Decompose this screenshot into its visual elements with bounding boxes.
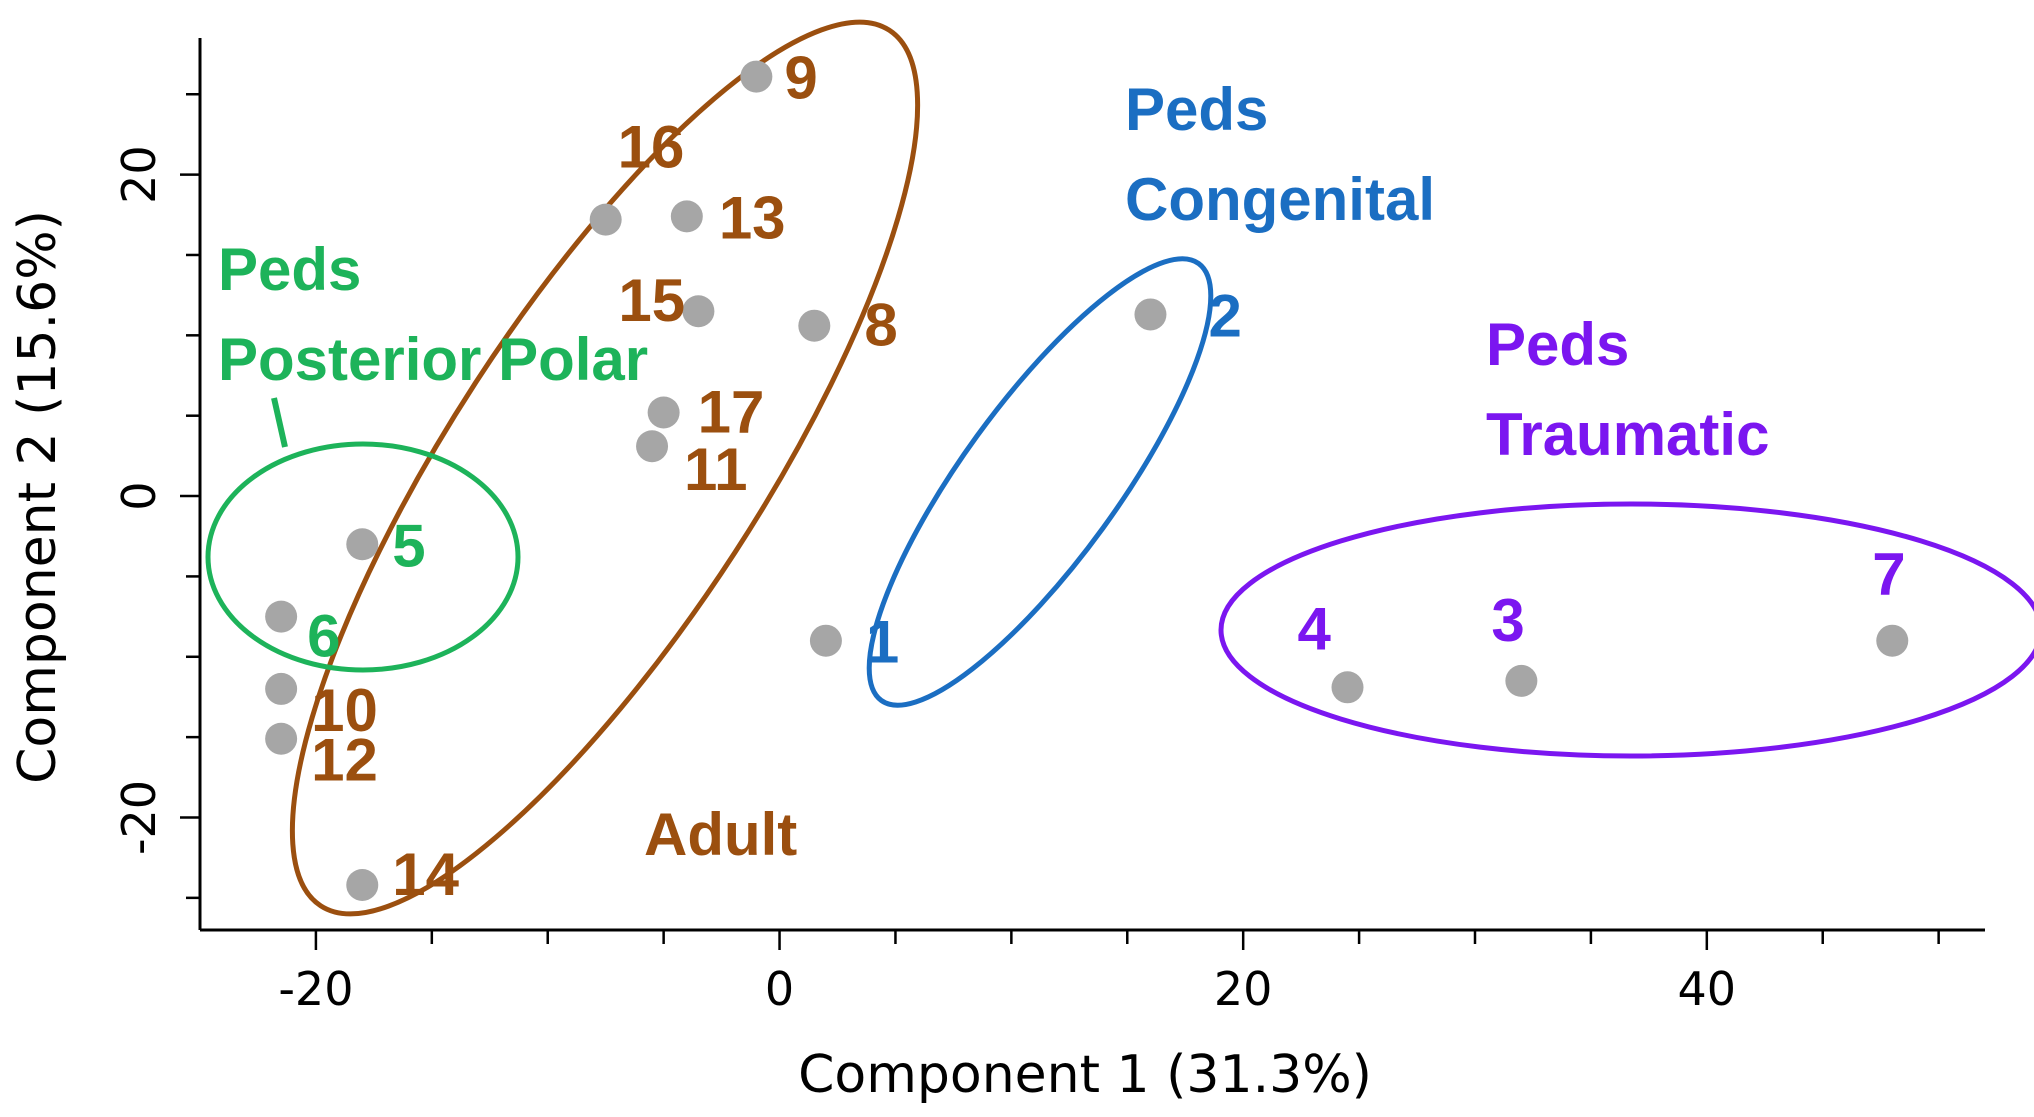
y-tick-label: 20 [112,145,166,204]
x-tick-label: 20 [1214,962,1273,1016]
point-label-8: 8 [864,292,897,359]
data-point-3 [1505,664,1538,697]
data-point-4 [1331,671,1364,704]
data-point-8 [798,309,831,342]
peds-posterior-polar-cluster-ellipse [205,441,521,673]
point-label-11: 11 [684,436,747,503]
data-point-11 [636,430,669,463]
x-tick-label: 40 [1678,962,1737,1016]
data-point-5 [346,528,379,561]
adult-cluster-ellipse [289,19,921,917]
x-tick-label: 0 [765,962,794,1016]
group-label-line: Peds [1486,311,1629,378]
group-label-line: Congenital [1125,166,1435,233]
axes: -20 0 20 40 -20 0 20 [112,38,1985,1016]
group-label-line: Peds [218,236,361,303]
point-label-4: 4 [1298,595,1332,662]
point-label-13: 13 [719,184,786,251]
point-label-14: 14 [392,841,459,908]
data-point-17 [647,396,680,429]
data-point-9 [740,60,773,93]
point-label-9: 9 [784,45,817,112]
x-tick-label: -20 [278,962,353,1016]
group-label-peds-traumatic: Peds Traumatic [1486,311,1769,468]
y-tick-labels: -20 0 20 [112,145,166,855]
y-tick-label: 0 [112,481,166,510]
group-label-line: Posterior Polar [218,326,648,393]
point-label-2: 2 [1208,282,1241,349]
point-label-1: 1 [866,609,899,676]
point-label-12: 12 [311,727,378,794]
data-point-16 [589,203,622,236]
point-label-15: 15 [618,267,685,334]
data-point-15 [682,295,715,328]
point-label-17: 17 [698,378,765,445]
point-label-3: 3 [1491,587,1524,654]
data-points [265,60,1909,901]
point-label-5: 5 [392,512,425,579]
data-point-2 [1134,298,1167,331]
peds-traumatic-cluster-ellipse [1218,501,2034,759]
cluster-outlines [205,19,2034,917]
point-label-7: 7 [1872,541,1905,608]
data-point-6 [265,600,298,633]
y-minor-ticks [180,93,200,900]
y-axis-title: Component 2 (15.6%) [8,210,68,784]
data-point-1 [809,624,842,657]
x-tick-labels: -20 0 20 40 [278,962,1736,1016]
data-point-12 [265,722,298,755]
point-label-16: 16 [618,114,685,181]
group-label-peds-congenital: Peds Congenital [1125,76,1435,233]
group-label-adult: Adult [644,801,797,868]
group-label-line: Peds [1125,76,1268,143]
x-axis-title: Component 1 (31.3%) [798,1045,1372,1105]
group-label-line: Traumatic [1486,401,1769,468]
data-point-10 [265,672,298,705]
data-point-14 [346,868,379,901]
point-label-10: 10 [311,677,378,744]
x-minor-ticks [314,930,1940,950]
group-label-peds-posterior-polar: Peds Posterior Polar [218,236,648,393]
peds-congenital-cluster-ellipse [866,256,1214,708]
posterior-polar-leader-line [271,397,288,448]
data-point-7 [1876,624,1909,657]
y-tick-label: -20 [112,780,166,855]
point-label-6: 6 [307,603,340,670]
data-point-13 [670,200,703,233]
